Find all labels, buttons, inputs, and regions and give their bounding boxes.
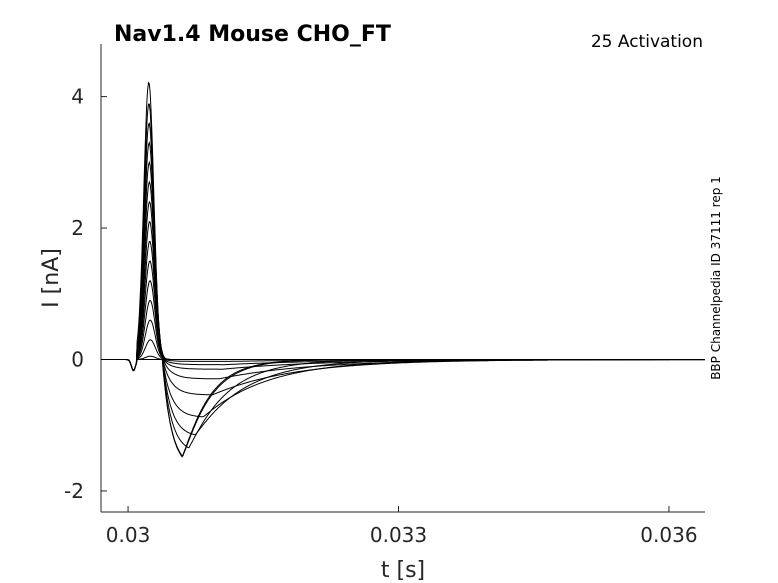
y-tick-label: 4 bbox=[71, 85, 84, 109]
current-trace bbox=[101, 241, 705, 372]
x-axis-label: t [s] bbox=[381, 558, 425, 583]
y-tick-label: 2 bbox=[71, 216, 84, 240]
y-tick-label: -2 bbox=[64, 479, 84, 503]
current-trace bbox=[101, 140, 705, 372]
y-axis-label: I [nA] bbox=[39, 248, 64, 308]
current-trace bbox=[101, 160, 705, 372]
current-trace bbox=[101, 319, 705, 436]
current-trace bbox=[101, 103, 705, 372]
x-tick-label: 0.033 bbox=[370, 523, 427, 547]
current-trace bbox=[101, 359, 705, 458]
chart-subtitle: 25 Activation bbox=[591, 32, 703, 52]
current-trace bbox=[101, 180, 705, 372]
channelpedia-id-label: BBP Channelpedia ID 37111 rep 1 bbox=[709, 176, 723, 380]
current-trace bbox=[101, 220, 705, 372]
current-trace bbox=[101, 122, 705, 372]
current-trace bbox=[101, 355, 705, 457]
x-tick-label: 0.036 bbox=[640, 523, 697, 547]
current-traces bbox=[101, 81, 705, 458]
y-tick-label: 0 bbox=[71, 348, 84, 372]
current-trace bbox=[101, 81, 705, 372]
chart-title: Nav1.4 Mouse CHO_FT bbox=[114, 22, 391, 47]
current-trace bbox=[101, 299, 705, 418]
x-tick-label: 0.03 bbox=[106, 523, 151, 547]
plot-area: -2 0 2 4 0.03 0.033 0.036 bbox=[64, 44, 705, 547]
x-ticks: 0.03 0.033 0.036 bbox=[106, 506, 698, 547]
current-trace bbox=[101, 200, 705, 372]
